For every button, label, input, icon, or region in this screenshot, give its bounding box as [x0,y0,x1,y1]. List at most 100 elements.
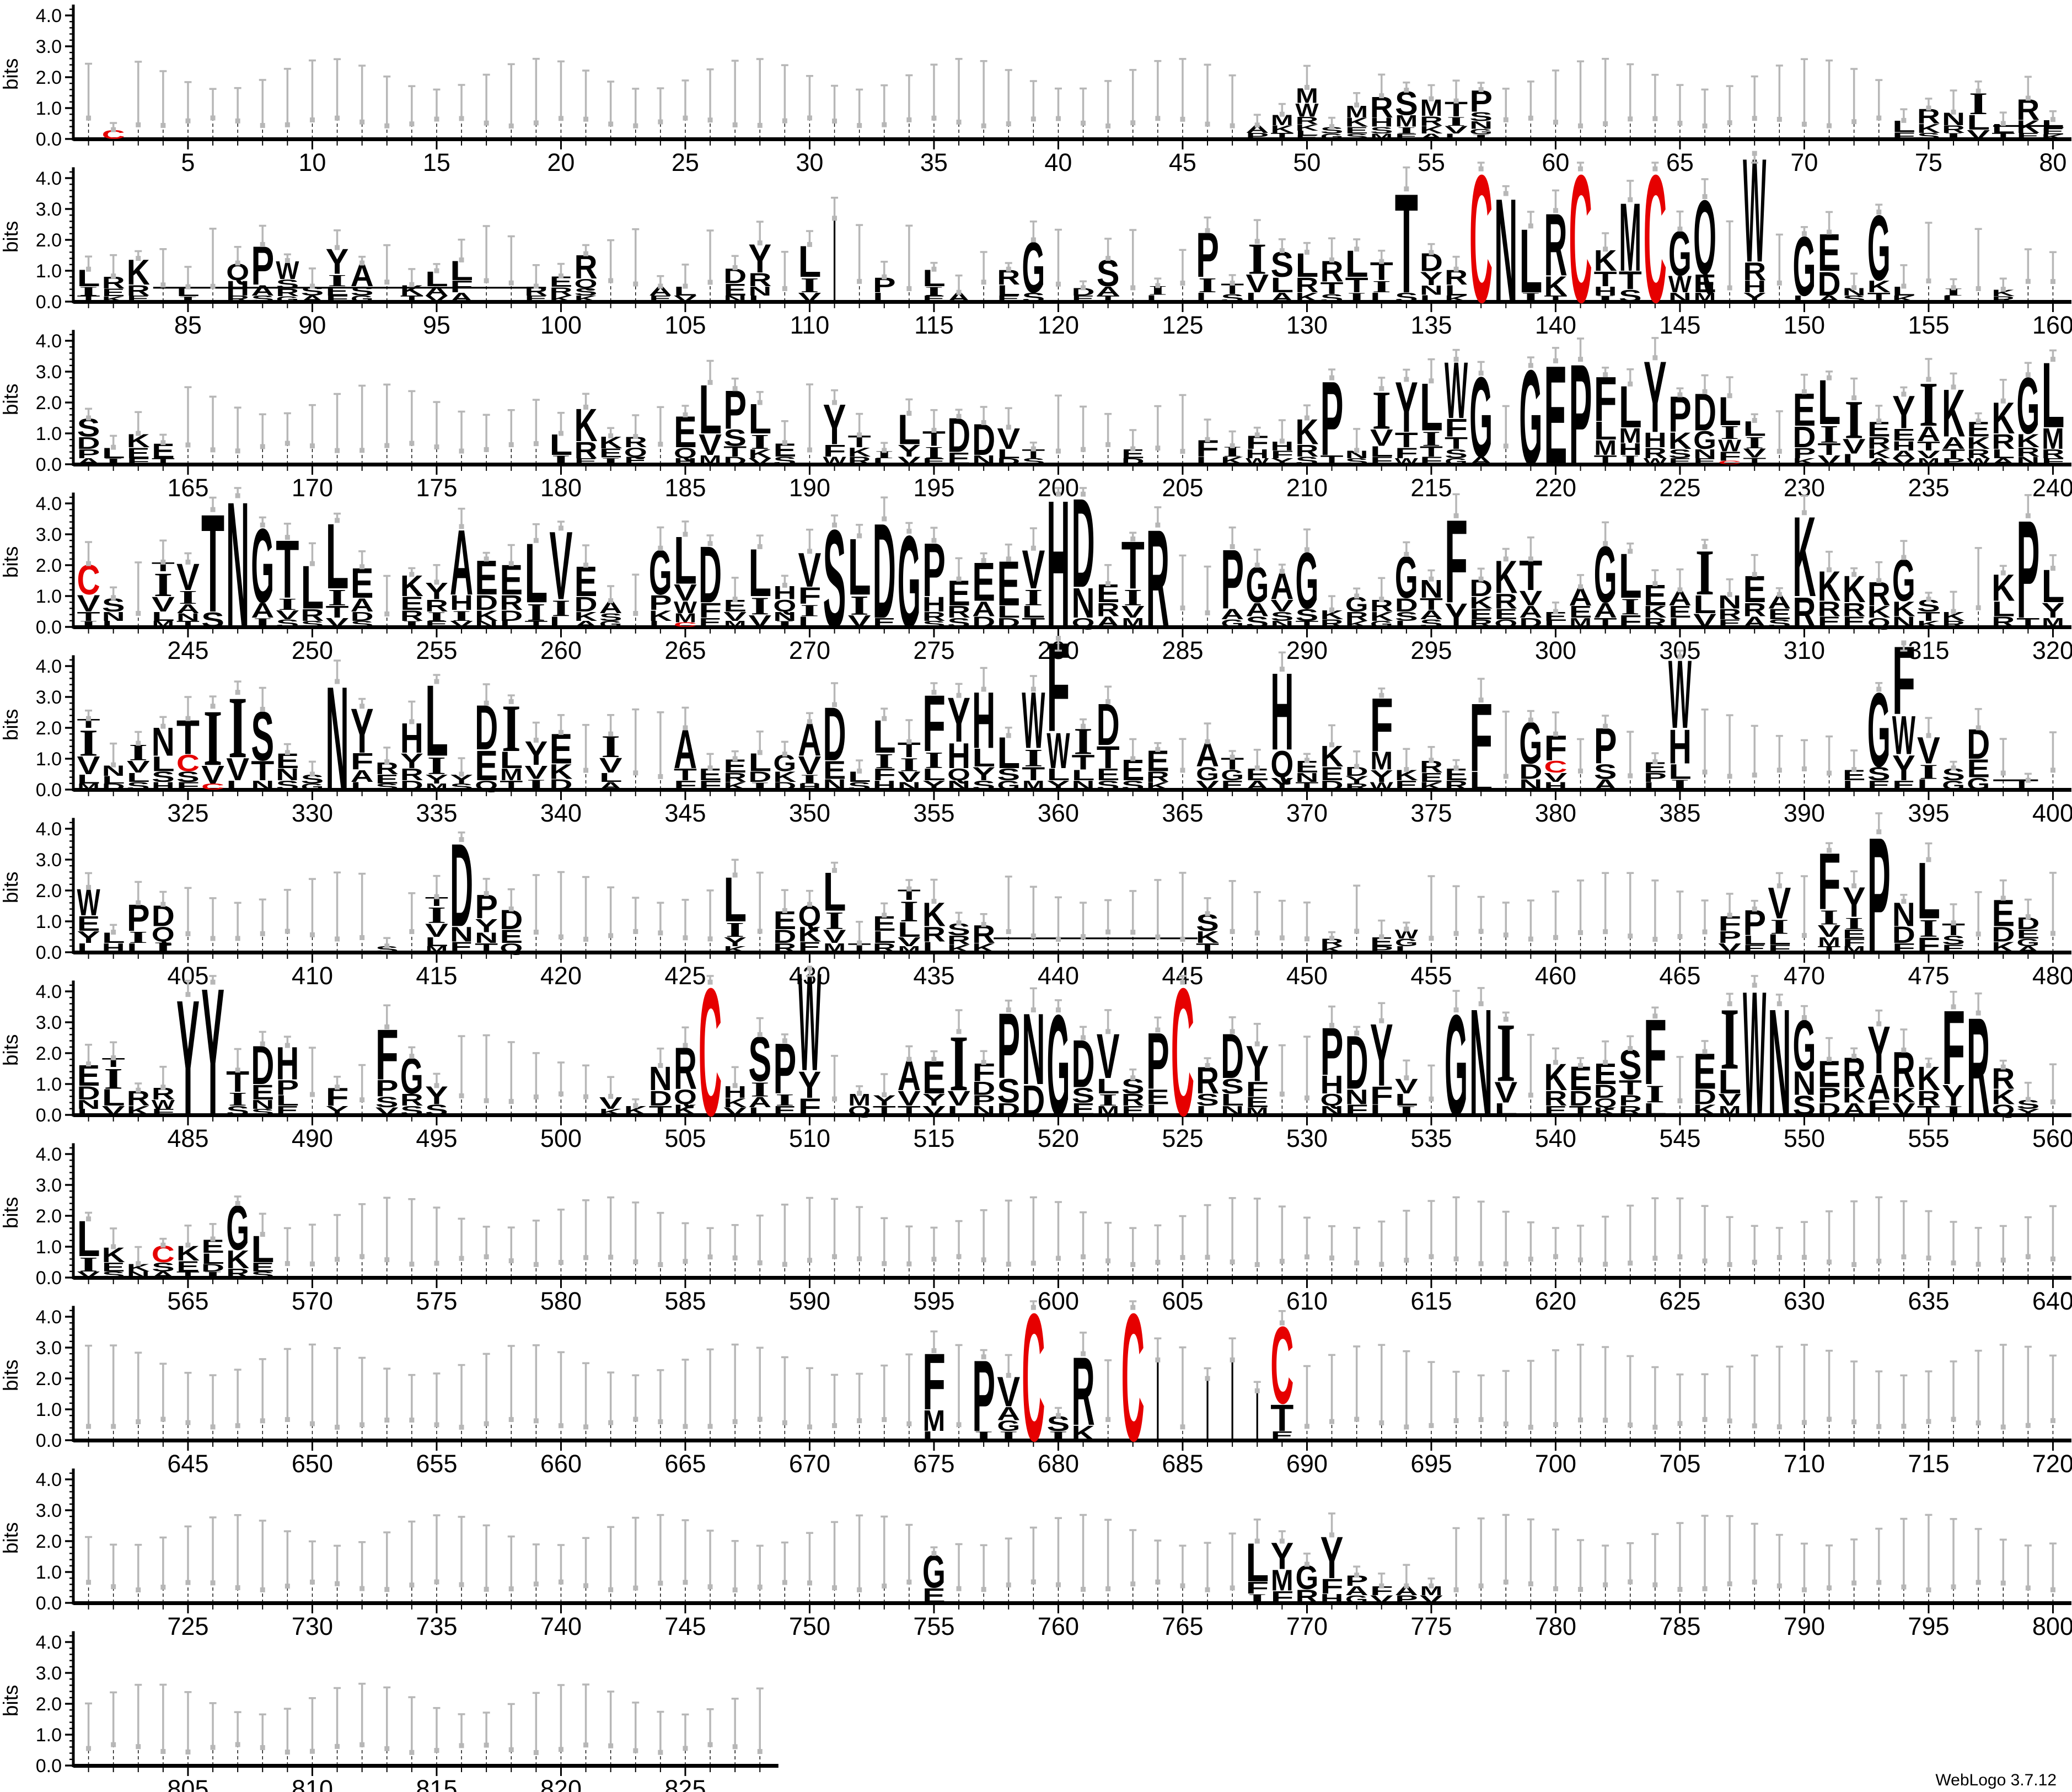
error-bar-marker [1503,774,1509,779]
logo-column [283,1708,291,1766]
error-bar-marker [384,1587,390,1592]
logo-letter: M [1619,424,1641,448]
logo-column [1328,1354,1336,1440]
logo-column [1974,1227,1982,1278]
error-bar-marker [1503,1261,1509,1267]
logo-letter: E [2042,127,2065,136]
error-bar-marker [111,1244,116,1249]
logo-letter: L [77,1107,100,1117]
error-bar-marker [210,447,216,453]
logo-letter: R [1817,597,1840,621]
logo-letter: A [1942,433,1965,452]
logo-column [383,1367,391,1440]
logo-column [607,81,615,139]
logo-column-144: C [1644,138,1667,341]
x-tick-label: 785 [1659,1612,1700,1640]
logo-column [234,1711,241,1766]
logo-letter: G [1221,617,1244,629]
logo-letter: R [848,455,871,466]
error-bar-marker [409,121,415,127]
error-bar-marker [484,700,489,706]
logo-letter: L [1469,767,1493,795]
logo-letter: I [925,285,944,298]
logo-column [1029,1196,1037,1278]
error-bar-marker [1279,1538,1285,1544]
error-bar-marker [2000,398,2006,404]
y-tick-label: 3.0 [36,1500,62,1521]
logo-letter: P [1395,1594,1418,1606]
error-bar-marker [1404,377,1409,382]
logo-letter: T [1544,294,1567,303]
error-bar-marker [136,610,141,616]
logo-column [1751,1225,1758,1278]
logo-letter: F [1395,445,1418,462]
error-bar-marker [335,1581,340,1586]
error-bar-marker [235,1585,240,1590]
logo-column [1278,899,1286,952]
error-bar-marker [1254,1538,1260,1544]
error-bar-marker [658,1262,663,1267]
error-bar-marker [956,1029,962,1034]
x-axis: 325 330 335 340 345 350 355 360 365 370 375 380 385 3… [73,788,2072,827]
error-bar-marker [1976,1010,1981,1016]
logo-letter: V [1270,597,1293,615]
error-bar-marker [285,1584,290,1589]
logo-letter: I [601,456,620,466]
x-tick-label: 270 [789,636,830,664]
logo-column [259,413,266,464]
logo-letter: C [699,951,722,1154]
logo-letter: I [874,449,894,460]
logo-letter: S [922,619,946,629]
error-bar-marker [409,1750,415,1755]
logo-column [1303,1036,1311,1115]
x-tick-label: 235 [1908,474,1949,502]
logo-letter: I [925,748,944,773]
logo-column [408,892,416,952]
error-bar-marker [335,1743,340,1749]
logo-column [1204,565,1211,627]
logo-column-2: C [102,122,125,142]
error-bar-marker [1603,121,1608,126]
y-tick-label: 4.0 [36,1632,62,1653]
logo-letter: D [1792,420,1816,453]
logo-column-377: LF [1469,678,1493,795]
logo-letter: V [1196,779,1219,793]
logo-letter: G [301,782,324,791]
error-bar-marker [1652,581,1658,587]
logo-column-333: SER [375,747,399,791]
error-bar-marker [434,268,439,273]
error-bar-marker [757,122,763,128]
x-tick-label: 120 [1038,311,1079,339]
x-tick-label: 155 [1908,311,1949,339]
error-bar-marker [260,1041,265,1047]
logo-column [1452,885,1460,952]
logo-letter: D [748,769,771,785]
error-bar-marker [1851,1419,1857,1425]
logo-column [1775,734,1783,790]
logo-column [2049,1542,2057,1603]
logo-column [905,1225,913,1278]
error-bar-marker [210,1580,216,1586]
error-bar-marker [1677,1098,1683,1103]
error-bar-marker [160,440,166,446]
error-bar-marker [160,1085,166,1090]
error-bar-marker [732,1744,738,1750]
logo-column [358,872,366,952]
logo-column-124: LI [1146,277,1169,304]
logo-letter: M [1594,436,1617,460]
error-bar-marker [1130,536,1136,541]
logo-letter: G [1942,778,1965,792]
logo-letter: V [1967,128,1990,142]
logo-column-137: C [1469,138,1493,341]
error-bar-marker [484,1742,489,1748]
error-bar-marker [732,265,738,270]
error-bar-marker [1528,1092,1533,1098]
logo-column [1826,59,1833,139]
logo-column-206: LF [1196,419,1219,466]
logo-column [1701,88,1709,139]
error-bar-marker [285,1750,290,1755]
error-bar-marker [608,598,614,603]
logo-letter: V [922,1104,946,1118]
